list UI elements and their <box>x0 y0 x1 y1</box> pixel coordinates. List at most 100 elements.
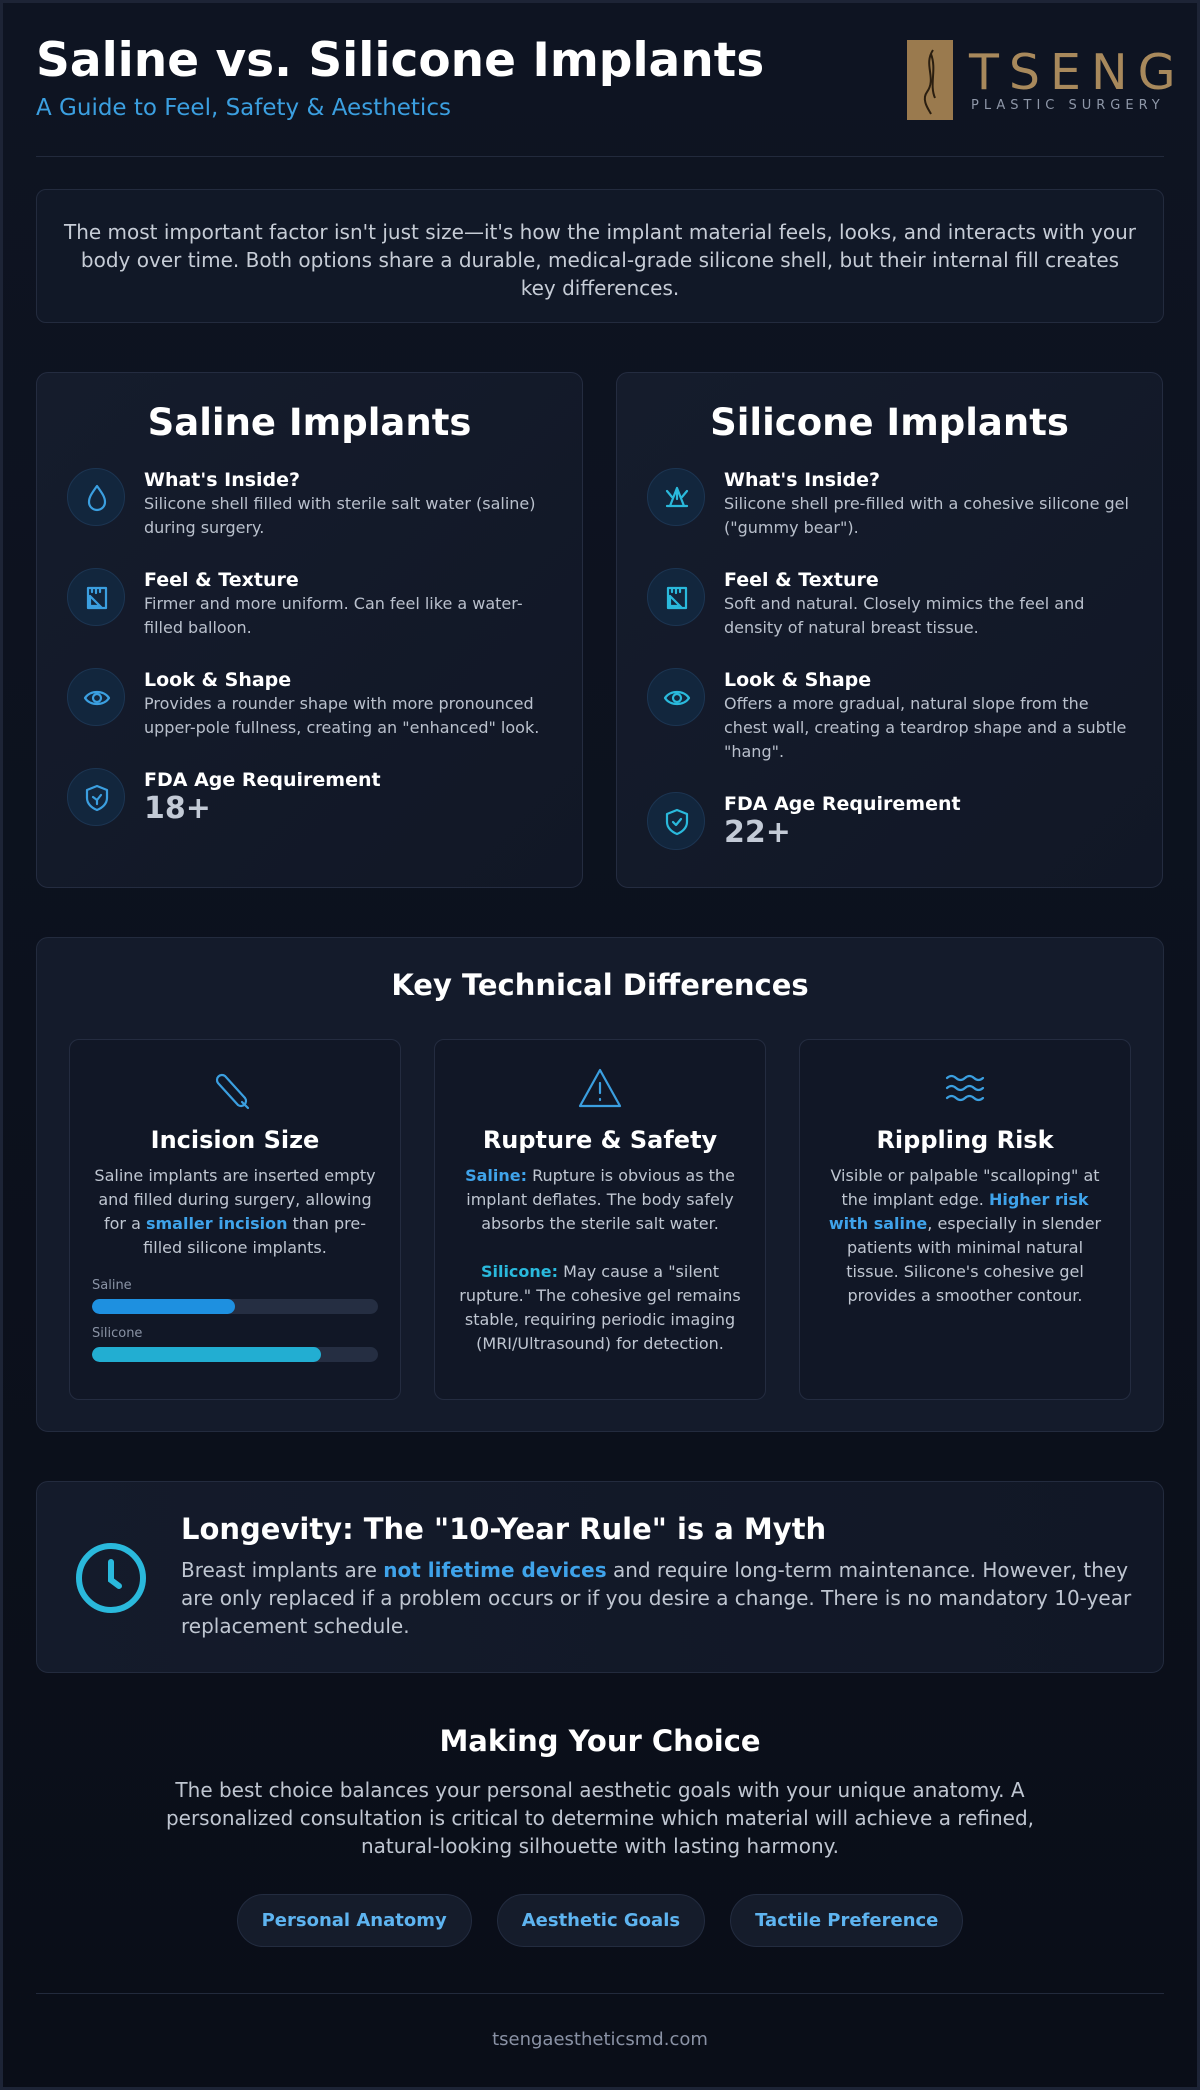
icon <box>647 792 705 850</box>
box-heading: Incision Size <box>150 1126 320 1154</box>
icon <box>92 1064 378 1112</box>
feature: What's Inside? Silicone shell filled with… <box>67 468 552 568</box>
icon <box>647 468 705 526</box>
clock-face <box>76 1543 146 1613</box>
icon-path <box>91 692 103 704</box>
feature-heading: Feel & Texture <box>724 569 879 591</box>
footer: tsengaestheticsmd.com <box>492 2029 708 2050</box>
logo-figure <box>923 49 936 115</box>
box-heading: Rupture & Safety <box>482 1126 718 1154</box>
technical-section: Key Technical Differences Incision Size S… <box>36 937 1164 1432</box>
highlight: Silicone: <box>480 1262 559 1281</box>
icon-graphic <box>86 586 108 610</box>
text-run: and require long-term maintenance. Howev… <box>181 1558 1132 1638</box>
icon <box>67 768 125 826</box>
icon-graphic <box>666 586 688 610</box>
feature-text: Soft and natural. Closely mimics the fee… <box>724 594 1085 637</box>
feature-heading: FDA Age Requirement <box>144 769 381 791</box>
box-text: Visible or palpable "scalloping" at the … <box>822 1164 1108 1308</box>
icon <box>67 568 125 626</box>
difference-box: Rippling Risk Visible or palpable "scallo… <box>799 1039 1131 1400</box>
icon-path <box>85 784 109 812</box>
feature: Feel & Texture Firmer and more uniform. C… <box>67 568 552 668</box>
box-text: Saline: Rupture is obvious as the implan… <box>457 1164 743 1236</box>
feature-heading: Look & Shape <box>724 669 872 691</box>
icon-graphic <box>945 1074 985 1102</box>
feature: Look & Shape Offers a more gradual, natur… <box>647 668 1132 768</box>
text-run: Saline implants are inserted empty and f… <box>94 1166 376 1233</box>
card-title: Saline Implants <box>147 401 472 444</box>
text-run: Visible or palpable "scalloping" at the … <box>830 1166 1100 1209</box>
tag: Personal Anatomy <box>236 1894 472 1947</box>
feature-heading: What's Inside? <box>724 469 881 491</box>
bar-label: Saline <box>92 1278 132 1293</box>
icon-path <box>578 1068 622 1108</box>
bar-label: Silicone <box>92 1326 143 1341</box>
icon-path <box>83 690 111 706</box>
text-run: May cause a "silent rupture." The cohesi… <box>459 1262 741 1353</box>
subtitle: A Guide to Feel, Safety & Aesthetics <box>36 95 451 121</box>
card: Silicone Implants What's Inside? Silicone … <box>616 372 1163 888</box>
age-requirement: 18+ <box>144 791 211 826</box>
difference-box: Incision Size Saline implants are inserte… <box>69 1039 401 1400</box>
icon-graphic <box>665 486 689 508</box>
clock-icon <box>76 1543 146 1613</box>
bar <box>92 1347 321 1362</box>
icon-graphic <box>215 1073 250 1110</box>
logo-name: TSENG <box>969 44 1186 101</box>
feature-text: Silicone shell pre-filled with a cohesiv… <box>724 494 1129 537</box>
feature-text: Silicone shell filled with sterile salt … <box>144 494 536 537</box>
icon <box>822 1064 1108 1112</box>
icon <box>457 1064 743 1112</box>
logo-tagline: PLASTIC SURGERY <box>971 98 1165 113</box>
box-heading: Rippling Risk <box>876 1126 1054 1154</box>
age-requirement: 22+ <box>724 815 791 850</box>
feature-text: Firmer and more uniform. Can feel like a… <box>144 594 523 637</box>
bar-track <box>92 1299 378 1314</box>
feature: What's Inside? Silicone shell pre-filled … <box>647 468 1132 568</box>
box-text: Silicone: May cause a "silent rupture." … <box>457 1260 743 1356</box>
icon-graphic <box>83 690 111 706</box>
title: Saline vs. Silicone Implants <box>36 33 765 88</box>
clock-hands <box>108 1559 122 1589</box>
icon-path <box>663 690 691 706</box>
icon-graphic <box>578 1068 622 1108</box>
feature-text: Offers a more gradual, natural slope fro… <box>724 694 1127 761</box>
icon-path <box>945 1074 985 1102</box>
icon <box>67 668 125 726</box>
tag: Aesthetic Goals <box>496 1894 706 1947</box>
difference-box: Rupture & Safety Saline: Rupture is obvio… <box>434 1039 766 1400</box>
bar-track <box>92 1347 378 1362</box>
box-text: Saline implants are inserted empty and f… <box>92 1164 378 1260</box>
icon-graphic <box>85 784 109 812</box>
icon-path <box>665 486 689 508</box>
highlight: smaller incision <box>145 1214 288 1233</box>
icon <box>67 468 125 526</box>
feature-heading: FDA Age Requirement <box>724 793 961 815</box>
icon <box>647 668 705 726</box>
icon-path <box>87 484 107 512</box>
icon-graphic <box>87 484 107 512</box>
feature-text: Provides a rounder shape with more prono… <box>144 694 540 737</box>
card: Saline Implants What's Inside? Silicone sh… <box>36 372 583 888</box>
choice-section: Making Your Choice The best choice balan… <box>36 1724 1164 1947</box>
icon-path <box>86 586 108 610</box>
feature: Look & Shape Provides a rounder shape wit… <box>67 668 552 768</box>
text-run: Breast implants are <box>181 1558 384 1582</box>
highlight: not lifetime devices <box>383 1558 607 1582</box>
feature-heading: Look & Shape <box>144 669 292 691</box>
text-run: than pre-filled silicone implants. <box>143 1214 367 1257</box>
choice-text: The best choice balances your personal a… <box>165 1778 1035 1858</box>
intro: The most important factor isn't just siz… <box>36 189 1164 323</box>
choice-title: Making Your Choice <box>439 1724 761 1758</box>
feature-heading: What's Inside? <box>144 469 301 491</box>
icon-path <box>215 1073 250 1110</box>
logo-stroke <box>923 49 936 115</box>
divider <box>36 156 1164 157</box>
icon-path <box>665 808 689 836</box>
longevity-title: Longevity: The "10-Year Rule" is a Myth <box>181 1512 827 1546</box>
longevity-section: Longevity: The "10-Year Rule" is a Myth … <box>36 1481 1164 1673</box>
